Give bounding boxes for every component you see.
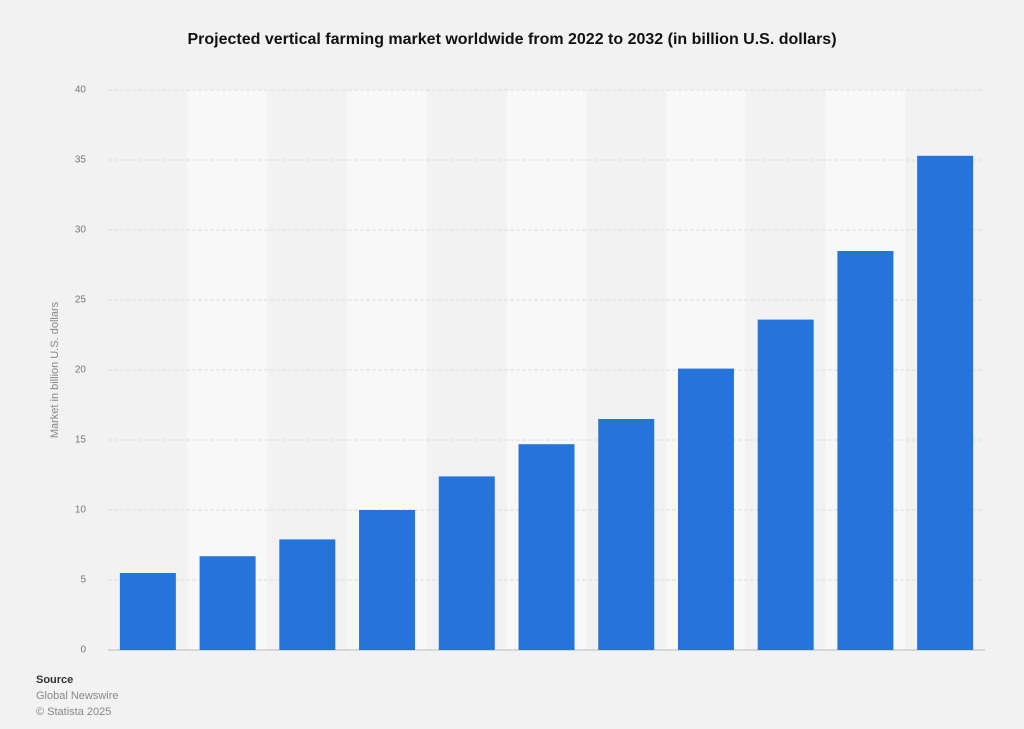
y-tick-label: 20 xyxy=(75,365,87,376)
y-tick-label: 25 xyxy=(75,295,87,306)
y-tick-label: 40 xyxy=(75,85,87,96)
bar xyxy=(598,419,655,650)
bar xyxy=(518,444,575,650)
y-tick-label: 35 xyxy=(75,155,87,166)
y-tick-label: 10 xyxy=(75,505,87,516)
bar xyxy=(837,251,894,650)
bar xyxy=(677,368,734,650)
source: Global Newswire xyxy=(36,690,119,702)
y-tick-label: 15 xyxy=(75,435,87,446)
source-heading: Source xyxy=(36,674,73,686)
chart-title: Projected vertical farming market worldw… xyxy=(187,31,836,48)
bar xyxy=(279,539,336,650)
y-axis-label: Market in billion U.S. dollars xyxy=(49,301,61,438)
y-tick-label: 5 xyxy=(80,575,86,586)
bar xyxy=(359,510,416,650)
bar xyxy=(119,573,176,650)
copyright: © Statista 2025 xyxy=(36,706,111,718)
y-tick-label: 0 xyxy=(80,645,86,656)
y-tick-label: 30 xyxy=(75,225,87,236)
bar xyxy=(199,556,256,650)
bar xyxy=(757,319,814,650)
bar xyxy=(438,476,495,650)
bar xyxy=(917,155,974,651)
